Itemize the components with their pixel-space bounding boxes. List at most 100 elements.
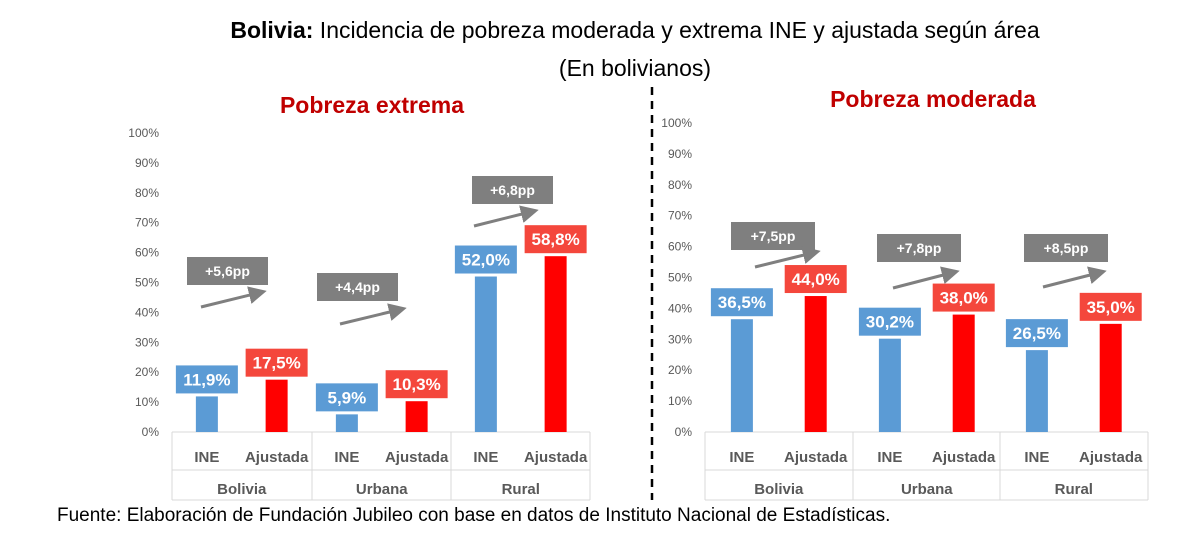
category-label-ajustada: Ajustada	[524, 449, 588, 466]
value-label-extrema-bolivia-ine: 11,9%	[183, 370, 230, 389]
annotation-box	[731, 222, 815, 250]
value-label-box	[932, 283, 995, 312]
category-label-ine: INE	[1024, 449, 1049, 466]
annotation-label-extrema-bolivia: +5,6pp	[205, 263, 250, 279]
bar-moderada-urbana-ajustada	[952, 314, 975, 432]
value-label-extrema-bolivia-ajustada: 17,5%	[253, 354, 301, 373]
group-label-urbana: Urbana	[901, 481, 953, 498]
y-tick-label: 10%	[135, 395, 159, 409]
value-label-box	[1079, 292, 1142, 321]
value-label-moderada-bolivia-ajustada: 44,0%	[792, 270, 840, 289]
value-label-box	[1005, 319, 1068, 348]
y-tick-label: 90%	[668, 147, 692, 161]
annotation-arrow	[892, 266, 960, 290]
category-label-ine: INE	[473, 449, 498, 466]
y-tick-label: 90%	[135, 156, 159, 170]
y-tick-label: 60%	[668, 240, 692, 254]
category-label-ajustada: Ajustada	[385, 449, 449, 466]
panel-title-moderada: Pobreza moderada	[830, 86, 1036, 112]
value-label-box	[454, 245, 517, 274]
value-label-moderada-rural-ajustada: 35,0%	[1087, 298, 1135, 317]
bar-moderada-rural-ajustada	[1099, 323, 1122, 432]
annotation-box	[472, 176, 553, 204]
y-tick-label: 20%	[668, 363, 692, 377]
chart-title-bold: Bolivia:	[230, 17, 314, 43]
bar-extrema-urbana-ajustada	[405, 401, 428, 432]
y-tick-label: 80%	[135, 186, 159, 200]
category-label-ine: INE	[877, 449, 902, 466]
y-tick-label: 0%	[675, 425, 693, 439]
bar-moderada-urbana-ine	[878, 338, 901, 432]
value-label-box	[858, 307, 921, 336]
value-label-box	[175, 365, 238, 394]
value-label-box	[385, 370, 448, 399]
annotation-arrow	[339, 303, 407, 326]
annotation-box	[1024, 234, 1108, 262]
value-label-extrema-urbana-ajustada: 10,3%	[393, 375, 441, 394]
group-label-bolivia: Bolivia	[217, 481, 267, 498]
value-label-box	[245, 348, 308, 377]
y-tick-label: 40%	[135, 305, 159, 319]
value-label-box	[524, 225, 587, 254]
value-label-box	[315, 383, 378, 412]
y-tick-label: 70%	[135, 216, 159, 230]
group-label-bolivia: Bolivia	[754, 481, 804, 498]
category-label-ine: INE	[729, 449, 754, 466]
y-tick-label: 100%	[128, 126, 159, 140]
value-label-moderada-urbana-ajustada: 38,0%	[940, 289, 988, 308]
value-label-extrema-urbana-ine: 5,9%	[328, 388, 367, 407]
annotation-arrow	[1042, 266, 1107, 289]
y-tick-label: 0%	[142, 425, 160, 439]
annotation-arrow	[754, 246, 821, 269]
chart-title: Bolivia: Incidencia de pobreza moderada …	[0, 14, 1191, 46]
group-label-rural: Rural	[1055, 481, 1093, 498]
y-tick-label: 80%	[668, 178, 692, 192]
y-tick-label: 70%	[668, 209, 692, 223]
y-tick-label: 30%	[135, 335, 159, 349]
annotation-box	[187, 257, 268, 285]
group-label-urbana: Urbana	[356, 481, 408, 498]
chart-subtitle: (En bolivianos)	[558, 55, 712, 81]
annotation-label-extrema-rural: +6,8pp	[490, 182, 535, 198]
bar-moderada-rural-ine	[1025, 350, 1048, 432]
y-tick-label: 50%	[668, 271, 692, 285]
annotation-arrow	[200, 286, 267, 309]
value-label-moderada-bolivia-ine: 36,5%	[718, 293, 766, 312]
chart-title-rest: Incidencia de pobreza moderada y extrema…	[313, 17, 1040, 43]
group-label-rural: Rural	[502, 481, 540, 498]
y-tick-label: 100%	[661, 116, 692, 130]
value-label-moderada-rural-ine: 26,5%	[1013, 324, 1061, 343]
annotation-label-moderada-rural: +8,5pp	[1044, 240, 1089, 256]
annotation-box	[317, 273, 398, 301]
y-tick-label: 50%	[135, 276, 159, 290]
y-tick-label: 20%	[135, 365, 159, 379]
bar-extrema-urbana-ine	[335, 414, 358, 432]
category-label-ajustada: Ajustada	[784, 449, 848, 466]
bar-extrema-bolivia-ajustada	[265, 379, 288, 432]
source-note: Fuente: Elaboración de Fundación Jubileo…	[57, 505, 891, 526]
y-tick-label: 40%	[668, 301, 692, 315]
bar-moderada-bolivia-ine	[730, 319, 753, 432]
bar-moderada-bolivia-ajustada	[804, 296, 827, 432]
annotation-box	[877, 234, 961, 262]
value-label-extrema-rural-ajustada: 58,8%	[532, 230, 580, 249]
annotation-label-moderada-urbana: +7,8pp	[897, 240, 942, 256]
y-tick-label: 30%	[668, 332, 692, 346]
value-label-box	[784, 265, 847, 294]
value-label-box	[710, 288, 773, 317]
value-label-extrema-rural-ine: 52,0%	[462, 251, 510, 270]
annotation-label-moderada-bolivia: +7,5pp	[751, 228, 796, 244]
category-label-ajustada: Ajustada	[1079, 449, 1143, 466]
annotation-label-extrema-urbana: +4,4pp	[335, 279, 380, 295]
category-label-ajustada: Ajustada	[245, 449, 309, 466]
y-tick-label: 60%	[135, 246, 159, 260]
y-tick-label: 10%	[668, 394, 692, 408]
panel-title-extrema: Pobreza extrema	[280, 92, 464, 118]
annotation-arrow	[473, 205, 539, 228]
category-label-ajustada: Ajustada	[932, 449, 996, 466]
bar-extrema-rural-ine	[474, 276, 497, 432]
value-label-moderada-urbana-ine: 30,2%	[866, 313, 914, 332]
category-label-ine: INE	[334, 449, 359, 466]
category-label-ine: INE	[194, 449, 219, 466]
